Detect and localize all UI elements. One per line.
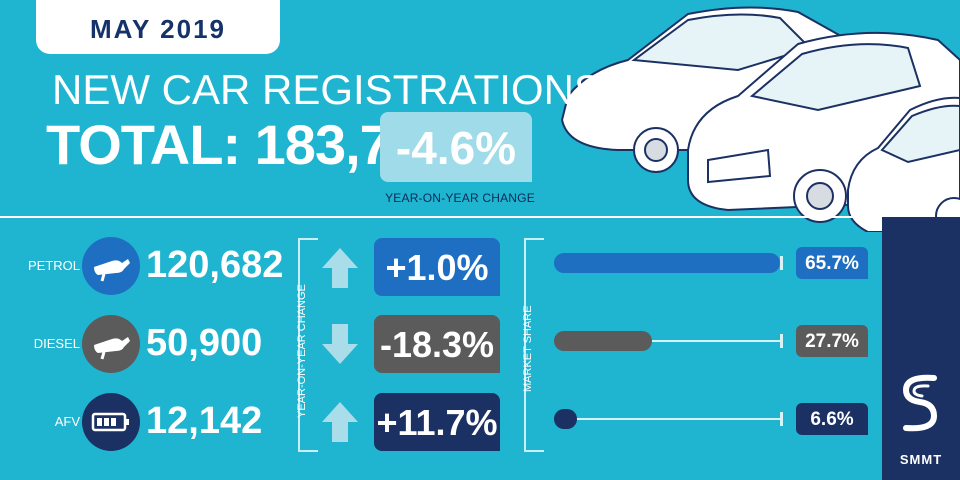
market-share-petrol: 65.7%: [796, 247, 868, 279]
share-bar-diesel: [554, 331, 652, 351]
page-title: NEW CAR REGISTRATIONS: [52, 66, 602, 113]
market-share-diesel: 27.7%: [796, 325, 868, 357]
diesel-badge: [82, 315, 140, 373]
arrow-up-icon: [322, 248, 358, 288]
registrations-diesel: 50,900: [146, 322, 263, 364]
market-share-afv: 6.6%: [796, 403, 868, 435]
afv-badge: [82, 393, 140, 451]
fuel-nozzle-icon: [94, 337, 130, 360]
total-change-badge: -4.6%: [380, 112, 532, 182]
share-axis-label: MARKET SHARE: [522, 305, 534, 392]
brand-name: SMMT: [899, 452, 943, 467]
arrow-down-icon: [322, 324, 358, 364]
registrations-afv: 12,142: [146, 400, 263, 442]
arrow-up-icon: [322, 402, 358, 442]
share-bar-petrol: [554, 253, 780, 273]
share-track-end-afv: [780, 412, 783, 426]
fuel-label-petrol: PETROL: [27, 258, 80, 273]
report-date: MAY 2019: [36, 0, 280, 54]
share-track-end-petrol: [780, 256, 783, 270]
smmt-logo-icon: [902, 374, 938, 432]
yoy-change-diesel: -18.3%: [374, 315, 500, 373]
fuel-label-afv: AFV: [54, 414, 80, 429]
yoy-bracket: [298, 238, 318, 452]
share-bar-afv: [554, 409, 578, 429]
yoy-axis-label: YEAR-ON-YEAR CHANGE: [296, 284, 308, 418]
fuel-nozzle-icon: [94, 259, 130, 282]
battery-icon: [91, 412, 129, 432]
share-track-end-diesel: [780, 334, 783, 348]
yoy-change-afv: +11.7%: [374, 393, 500, 451]
share-track-afv: [556, 418, 782, 420]
fuel-label-diesel: DIESEL: [33, 336, 80, 351]
petrol-badge: [82, 237, 140, 295]
section-divider: [0, 216, 882, 218]
yoy-change-petrol: +1.0%: [374, 238, 500, 296]
cars-illustration: [560, 6, 960, 232]
total-change-caption: YEAR-ON-YEAR CHANGE: [385, 191, 535, 205]
registrations-petrol: 120,682: [146, 244, 284, 286]
share-track-diesel: [556, 340, 782, 342]
share-bracket: [524, 238, 544, 452]
brand-stripe: [882, 217, 960, 480]
